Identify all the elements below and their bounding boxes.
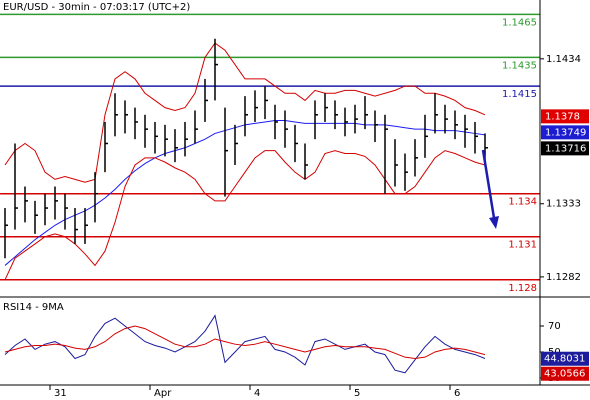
x-tick-label: 4 [254,388,260,399]
level-label: 1.128 [508,283,537,294]
rsi-line [4,314,486,374]
y-tick-label: 70 [548,321,561,332]
indicator-line [4,42,486,183]
rsi-line [4,325,486,359]
arrow-head [489,216,499,229]
chart-title: EUR/USD - 30min - 07:03:17 (UTC+2) [3,2,190,13]
rsi-title-bg [0,300,70,313]
price-tag [541,141,589,156]
price-tag-label: 1.13749 [545,127,586,138]
rsi-tag [541,351,589,366]
title-bg [0,0,196,13]
price-tag [541,125,589,140]
x-tick-label: 5 [354,388,360,399]
level-label: 1.1435 [502,60,537,71]
x-tick-label: 31 [54,388,67,399]
y-tick-label: 1.1434 [546,54,581,65]
level-label: 1.134 [508,197,537,208]
price-tag-label: 1.1378 [545,111,580,122]
plot-layer: 1.1465 1.1435 1.1415 1.134 1.131 1.128 1.1434 1… [0,13,589,384]
indicator-line [4,150,486,280]
level-label: 1.131 [508,240,537,251]
rsi-tag-label: 44.8031 [544,354,585,365]
rsi-tag-label: 43.0566 [544,369,585,380]
x-tick-label: 6 [454,388,460,399]
y-tick-label: 1.1333 [546,199,581,210]
price-tag-label: 1.13716 [545,143,586,154]
trend-arrow [481,149,496,219]
x-tick-label: Apr [154,388,172,399]
y-tick-label: 1.1282 [546,272,581,283]
price-tag [541,109,589,124]
rsi-tag [541,366,589,381]
level-label: 1.1465 [502,17,537,28]
level-label: 1.1415 [502,89,537,100]
rsi-title: RSI14 - 9MA [3,302,64,313]
